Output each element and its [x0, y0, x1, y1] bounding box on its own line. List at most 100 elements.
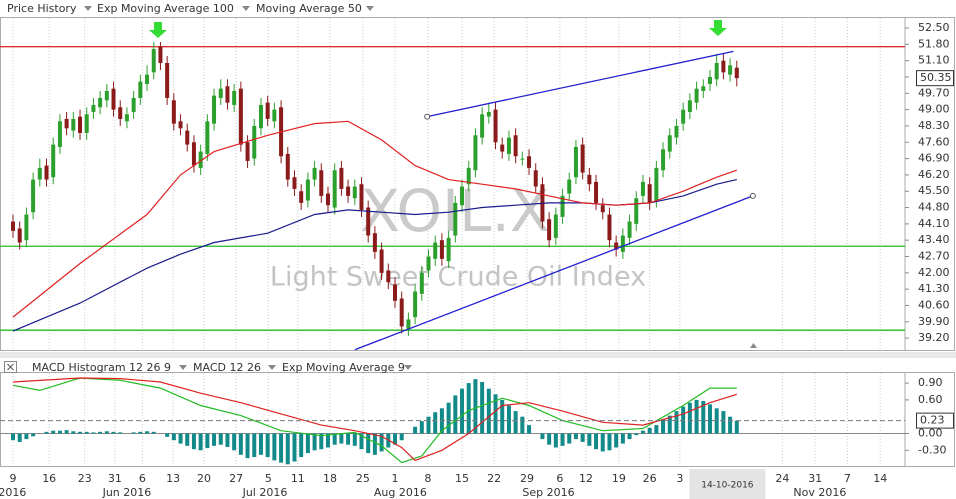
legend-entry[interactable]: Price History: [7, 2, 77, 15]
x-tick-label: 26: [643, 472, 657, 485]
histogram-bar: [580, 433, 585, 442]
candle-body: [547, 219, 552, 241]
x-tick-label: 15: [455, 472, 469, 485]
dropdown-icon[interactable]: [366, 6, 374, 11]
histogram-bar: [486, 388, 491, 434]
candle-body: [486, 111, 491, 117]
x-tick-label: 20: [197, 472, 211, 485]
histogram-bar: [614, 433, 619, 448]
dropdown-icon[interactable]: [404, 365, 412, 370]
y-tick-label: 49.70: [918, 86, 950, 99]
candle-body: [647, 184, 652, 203]
candle-body: [252, 125, 257, 159]
candle-body: [11, 221, 16, 231]
candle-body: [319, 170, 324, 196]
histogram-bar: [151, 431, 156, 434]
candle-body: [587, 174, 592, 185]
dropdown-icon[interactable]: [242, 6, 250, 11]
histogram-bar: [654, 425, 659, 434]
dropdown-icon[interactable]: [179, 365, 187, 370]
candle-body: [71, 118, 76, 131]
legend-entry[interactable]: MACD Histogram 12 26 9: [32, 361, 171, 374]
y-tick-label: 51.80: [918, 37, 950, 50]
x-month-label: 14-10-2016: [701, 481, 754, 491]
histogram-bar: [305, 433, 310, 454]
histogram-bar: [587, 433, 592, 446]
y-tick-label: 44.80: [918, 201, 950, 214]
candle-body: [98, 97, 103, 108]
histogram-bar: [57, 430, 62, 434]
histogram-bar: [238, 433, 243, 455]
histogram-bar: [620, 433, 625, 444]
candle-body: [734, 67, 739, 79]
histogram-bar: [265, 433, 270, 458]
candle-body: [198, 151, 203, 168]
histogram-bar: [252, 433, 257, 458]
histogram-bar: [84, 431, 89, 434]
histogram-bar: [567, 433, 572, 444]
histogram-bar: [661, 419, 666, 434]
candle-body: [325, 193, 330, 206]
candle-body: [17, 228, 22, 243]
candle-body: [714, 62, 719, 80]
candle-body: [634, 198, 639, 224]
candle-body: [480, 114, 485, 138]
candle-body: [245, 142, 250, 161]
legend-entry[interactable]: MACD 12 26: [193, 361, 261, 374]
legend-entry[interactable]: Exp Moving Average 100: [97, 2, 234, 15]
histogram-bar: [191, 433, 196, 450]
dropdown-icon[interactable]: [268, 365, 276, 370]
histogram-bar: [419, 421, 424, 434]
x-month-label: Sep 2016: [522, 486, 574, 499]
close-icon: [7, 363, 14, 371]
x-tick-label: 14: [873, 472, 887, 485]
candle-body: [453, 202, 458, 236]
candle-body: [366, 207, 371, 236]
histogram-bar: [232, 433, 237, 451]
candle-body: [51, 144, 56, 178]
legend-entry[interactable]: Exp Moving Average 9: [282, 361, 405, 374]
x-tick-label: 29: [520, 472, 534, 485]
candle-body: [24, 214, 29, 241]
trendline: [354, 195, 754, 350]
candle-body: [225, 86, 230, 103]
macd-panel-frame: [0, 372, 955, 467]
price-plot: [0, 18, 905, 350]
candle-body: [707, 76, 712, 84]
x-tick-label: 1: [391, 472, 398, 485]
y-tick-label: 45.50: [918, 184, 950, 197]
candle-body: [171, 100, 176, 124]
current-date-highlight: [689, 469, 766, 499]
histogram-bar: [352, 433, 357, 446]
x-tick-label: 13: [166, 472, 180, 485]
x-tick-label: 25: [356, 472, 370, 485]
histogram-bar: [694, 399, 699, 434]
candle-body: [31, 179, 36, 213]
current-value-box: [916, 70, 954, 87]
candle-body: [681, 109, 686, 124]
histogram-bar: [138, 431, 143, 434]
candle-body: [594, 181, 599, 203]
collapse-icon[interactable]: [750, 343, 757, 348]
candle-body: [661, 149, 666, 171]
histogram-bar: [372, 433, 377, 455]
histogram-bar: [11, 433, 16, 441]
candle-body: [44, 165, 49, 180]
histogram-bar: [594, 433, 599, 450]
histogram-bar: [64, 430, 69, 434]
x-tick-label: 11: [291, 472, 305, 485]
histogram-bar: [258, 433, 263, 455]
histogram-bar: [91, 432, 96, 434]
histogram-bar: [366, 433, 371, 454]
histogram-bar: [707, 404, 712, 434]
y-tick-label: 42.00: [918, 266, 950, 279]
histogram-bar: [560, 433, 565, 446]
legend-entry[interactable]: Moving Average 50: [256, 2, 362, 15]
candle-body: [433, 242, 438, 259]
candle-body: [560, 195, 565, 217]
dropdown-icon[interactable]: [84, 6, 92, 11]
candle-body: [238, 88, 243, 145]
histogram-bar: [218, 433, 223, 445]
candle-body: [580, 144, 585, 173]
histogram-bar: [640, 430, 645, 434]
